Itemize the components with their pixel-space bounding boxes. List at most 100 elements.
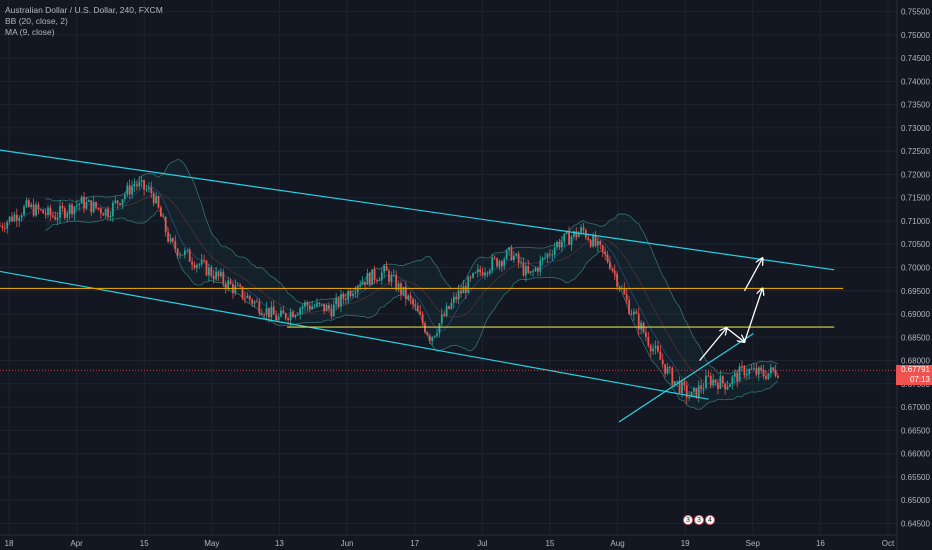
candle-body (183, 250, 186, 256)
candle-body (681, 381, 683, 393)
candle-body (299, 308, 302, 315)
candle-body (275, 314, 278, 321)
channel-upper-line (0, 149, 835, 271)
candle-body (6, 221, 9, 229)
candle-body (563, 233, 566, 242)
y-tick-label: 0.71000 (901, 217, 930, 226)
candle-body (635, 311, 638, 314)
candle-body (685, 385, 688, 398)
candle-body (623, 288, 626, 295)
candle-body (0, 225, 1, 227)
candle-body (712, 379, 715, 385)
candle-body (296, 314, 299, 316)
candle-body (13, 214, 16, 222)
candle-body (383, 265, 386, 273)
candle-body (440, 314, 443, 324)
candle-body (553, 247, 556, 255)
ma-indicator-label[interactable]: MA (9, close) (5, 27, 55, 37)
candle-body (220, 272, 222, 277)
trendline-drawings (0, 149, 897, 423)
candle-body (520, 262, 522, 264)
candle-body (452, 296, 455, 303)
candle-body (481, 272, 484, 276)
candle-body (755, 368, 758, 375)
candle-body (306, 302, 309, 306)
event-icon[interactable]: 4 (705, 515, 715, 525)
price-axis[interactable]: 0.75500 0.75000 0.74500 0.74000 0.73500 0.730… (901, 8, 930, 529)
candle-body (294, 315, 297, 318)
candle-body (488, 270, 491, 274)
candle-body (193, 264, 196, 268)
candle-body (688, 397, 691, 399)
candle-body (469, 277, 472, 278)
candle-body (666, 367, 669, 374)
candle-body (580, 227, 582, 233)
candle-body (616, 273, 619, 287)
candle-body (738, 366, 741, 382)
x-tick-label: Oct (882, 539, 895, 548)
candle-body (313, 306, 316, 308)
candle-body (479, 269, 482, 273)
candle-body (676, 380, 679, 382)
economic-events[interactable]: 3 3 4 (683, 515, 715, 525)
candle-body (462, 286, 465, 294)
candle-body (116, 200, 119, 204)
candle-body (594, 235, 597, 246)
candle-body (745, 373, 748, 376)
y-tick-label: 0.64500 (901, 519, 930, 528)
candle-body (527, 266, 530, 273)
y-tick-label: 0.66500 (901, 426, 930, 435)
candle-body (757, 367, 760, 375)
candle-body (47, 207, 49, 215)
candle-body (455, 296, 458, 300)
candle-body (484, 272, 486, 276)
candle-body (352, 293, 354, 297)
candle-body (457, 290, 460, 300)
candle-body (215, 271, 218, 280)
candle-body (133, 184, 136, 187)
candle-body (111, 202, 114, 217)
time-axis[interactable]: 18 Apr 15 May 13 Jun 17 Jul 15 Aug 19 Sep 16 Oct (5, 539, 896, 548)
y-tick-label: 0.75500 (901, 8, 930, 17)
projection-arrow (743, 288, 763, 343)
candle-body (349, 291, 352, 297)
bb-indicator-label[interactable]: BB (20, close, 2) (5, 16, 68, 26)
candle-body (61, 206, 64, 209)
candle-body (592, 235, 594, 247)
candle-body (234, 285, 237, 293)
candle-body (123, 194, 126, 200)
candle-body (683, 381, 686, 386)
candle-body (697, 385, 700, 398)
candle-body (181, 254, 184, 256)
candle-body (560, 241, 563, 248)
candle-body (248, 295, 251, 300)
candle-body (364, 281, 366, 285)
candle-body (647, 336, 650, 346)
candle-body (164, 217, 167, 233)
candle-body (551, 254, 554, 256)
candle-body (236, 285, 239, 287)
candle-body (450, 302, 453, 309)
candle-body (548, 253, 551, 255)
event-icon[interactable]: 3 (694, 515, 704, 525)
candle-body (657, 345, 659, 352)
x-tick-label: Jul (477, 539, 487, 548)
x-tick-label: 15 (545, 539, 554, 548)
candle-body (431, 337, 434, 341)
candle-body (37, 204, 40, 210)
candle-body (292, 311, 294, 318)
candle-body (491, 257, 494, 271)
y-tick-label: 0.73000 (901, 124, 930, 133)
candle-body (97, 207, 100, 209)
candle-body (376, 280, 378, 281)
candle-body (268, 308, 270, 318)
candle-body (301, 306, 304, 309)
candle-body (159, 207, 162, 217)
candle-body (287, 318, 290, 321)
candle-body (390, 275, 393, 282)
candle-body (726, 386, 729, 390)
candle-body (239, 285, 242, 287)
candle-body (244, 297, 246, 299)
event-icon[interactable]: 3 (683, 515, 693, 525)
